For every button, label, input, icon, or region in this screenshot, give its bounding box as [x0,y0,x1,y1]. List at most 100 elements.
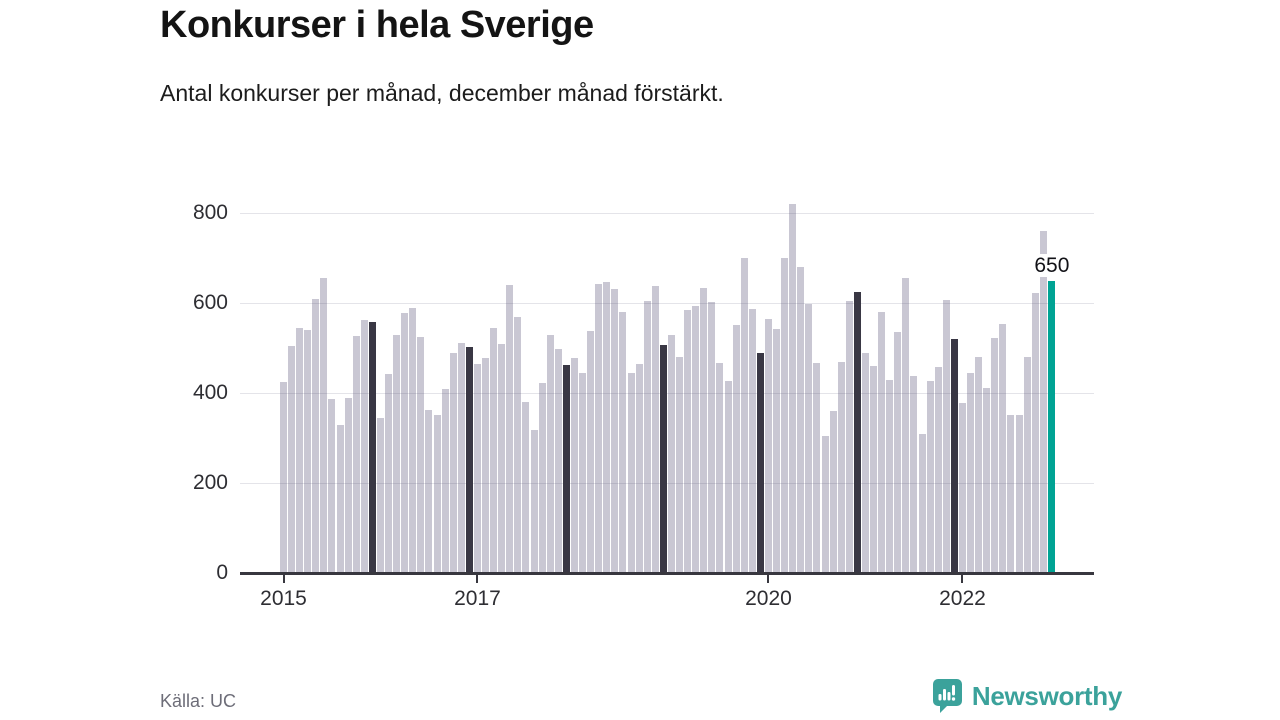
bar-2015-08 [336,424,344,573]
bar-2018-10 [643,301,651,573]
bar-2018-02 [579,372,587,573]
bar-2021-01 [861,352,869,573]
bar-2018-11 [651,286,659,573]
x-tick-2015 [282,575,285,583]
bar-2021-08 [918,433,926,573]
bar-2017-03 [490,327,498,573]
bar-2020-04 [789,204,797,573]
bar-2022-11 [1039,231,1047,573]
bar-2016-10 [449,352,457,573]
bar-2017-06 [514,316,522,573]
bar-2017-01 [473,364,481,573]
bar-2020-07 [813,362,821,573]
bar-2017-02 [482,357,490,573]
bar-2022-09 [1023,356,1031,573]
bar-2020-03 [781,258,789,573]
bar-2015-10 [352,335,360,573]
bar-2019-01 [667,334,675,573]
bar-2016-11 [457,342,465,573]
bar-2017-04 [498,343,506,573]
bar-2019-10 [740,258,748,573]
bar-2018-09 [635,363,643,573]
bar-2016-04 [401,312,409,573]
bar-2022-06 [999,323,1007,573]
bar-2022-07 [1007,415,1015,573]
bar-2017-11 [554,348,562,573]
bar-2022-12 [1047,280,1055,573]
bar-2019-09 [732,324,740,573]
y-axis-label-0: 0 [216,561,228,584]
gridline-600 [240,303,1094,304]
y-axis-label-600: 600 [192,291,228,314]
bar-2015-07 [328,398,336,573]
page-subtitle: Antal konkurser per månad, december måna… [160,80,724,106]
bar-2021-09 [926,380,934,573]
bar-2021-11 [942,299,950,573]
y-axis-label-800: 800 [192,201,228,224]
bar-2018-07 [619,311,627,573]
bar-2018-06 [611,288,619,573]
bar-2017-08 [530,429,538,573]
bar-2016-01 [376,417,384,573]
bar-2020-11 [845,301,853,573]
x-axis-label-2015: 2015 [260,587,307,610]
bar-2021-04 [886,379,894,573]
newsworthy-logo: Newsworthy [932,677,1122,715]
bar-2017-10 [546,334,554,573]
bar-2016-09 [441,389,449,573]
bar-2020-08 [821,435,829,573]
bar-2019-08 [724,381,732,573]
bar-2021-02 [870,366,878,573]
bar-2020-01 [764,319,772,573]
bar-2015-11 [360,320,368,573]
bar-2015-12 [368,321,376,573]
bar-2021-07 [910,376,918,573]
highlight-value-label: 650 [1031,253,1073,277]
x-tick-2020 [767,575,770,583]
bar-2016-08 [433,414,441,573]
bar-2019-07 [716,362,724,573]
bar-2018-12 [659,344,667,573]
bar-2019-03 [684,309,692,573]
bar-2020-12 [853,291,861,573]
bar-2017-07 [522,402,530,573]
bar-2017-05 [506,285,514,573]
bar-2016-06 [417,336,425,573]
bar-2022-04 [983,387,991,573]
bar-2019-04 [692,306,700,573]
bar-2018-08 [627,373,635,573]
bar-2015-06 [320,278,328,573]
bar-2015-09 [344,397,352,573]
gridline-200 [240,483,1094,484]
bar-2016-07 [425,410,433,573]
bar-2019-11 [748,309,756,573]
gridline-400 [240,393,1094,394]
bar-2015-01 [280,381,287,573]
bar-2016-03 [393,335,401,573]
newsworthy-logo-icon [932,678,963,714]
bar-2022-03 [975,357,983,573]
bar-2022-10 [1031,292,1039,573]
x-tick-2022 [961,575,964,583]
source-text: Källa: UC [160,691,237,711]
y-axis-label-400: 400 [192,381,228,404]
bar-2015-02 [288,345,296,573]
bar-2021-06 [902,278,910,573]
gridline-800 [240,213,1094,214]
bar-2015-03 [296,327,304,573]
bar-2022-02 [967,373,975,573]
bar-2022-01 [958,403,966,573]
bar-2019-12 [756,353,764,573]
bar-2018-05 [603,281,611,573]
bar-2020-10 [837,361,845,573]
bar-2016-12 [465,346,473,573]
x-axis-label-2022: 2022 [939,587,986,610]
x-axis-label-2017: 2017 [454,587,501,610]
bar-2018-01 [570,357,578,573]
bar-2017-12 [562,364,570,573]
bar-2022-08 [1015,415,1023,573]
y-axis-label-200: 200 [192,471,228,494]
bar-2021-05 [894,332,902,573]
x-axis-label-2020: 2020 [745,587,792,610]
